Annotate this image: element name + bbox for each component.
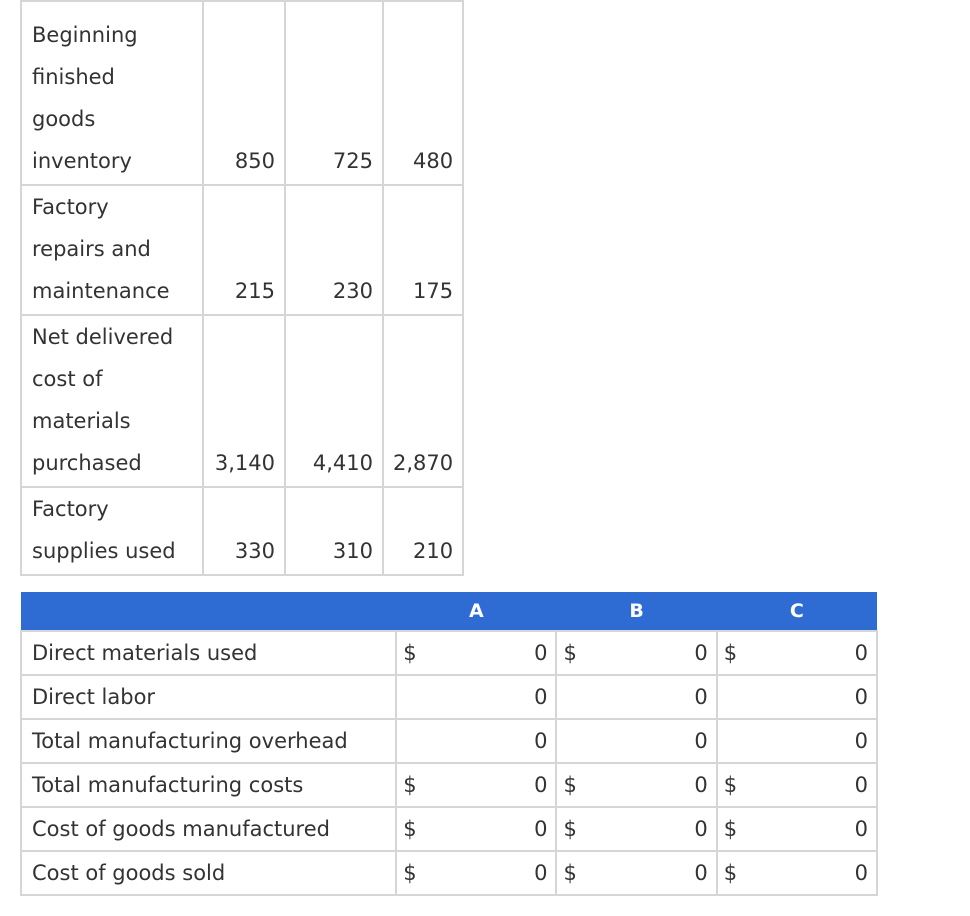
column-header-b: B bbox=[556, 592, 717, 631]
answer-cell[interactable]: 0 bbox=[748, 674, 878, 720]
answer-cell[interactable]: 0 bbox=[587, 674, 718, 720]
label-line: inventory bbox=[32, 149, 132, 173]
label-line: finished bbox=[32, 65, 115, 89]
table-row: Direct materials used $ 0 $ 0 $ 0 bbox=[19, 630, 878, 676]
dollar-sign: $ bbox=[715, 806, 749, 852]
value-cell: 215 bbox=[202, 184, 286, 316]
row-label: Total manufacturing overhead bbox=[19, 718, 398, 764]
answer-cell[interactable]: 0 bbox=[427, 762, 558, 808]
value-cell: 850 bbox=[202, 0, 286, 186]
table-row: Factory repairs and maintenance 215 230 … bbox=[20, 184, 465, 316]
dollar-sign bbox=[555, 718, 588, 764]
header-blank bbox=[21, 592, 397, 631]
value-cell: 330 bbox=[202, 486, 286, 576]
dollar-sign: $ bbox=[555, 806, 588, 852]
answer-table: A B C Direct materials used $ 0 $ 0 $ 0 … bbox=[19, 592, 878, 896]
answer-cell[interactable]: 0 bbox=[427, 718, 558, 764]
row-label: Net delivered cost of materials purchase… bbox=[20, 314, 204, 488]
table-row: Total manufacturing overhead 0 0 0 bbox=[19, 718, 878, 764]
column-header-a: A bbox=[396, 592, 557, 631]
row-label: Beginning finished goods inventory bbox=[20, 0, 204, 186]
dollar-sign bbox=[395, 674, 428, 720]
row-label: Cost of goods sold bbox=[19, 850, 398, 896]
answer-cell[interactable]: 0 bbox=[748, 762, 878, 808]
answer-cell[interactable]: 0 bbox=[748, 630, 878, 676]
table-row: Total manufacturing costs $ 0 $ 0 $ 0 bbox=[19, 762, 878, 808]
label-line: goods bbox=[32, 107, 96, 131]
answer-cell[interactable]: 0 bbox=[427, 674, 558, 720]
dollar-sign bbox=[555, 674, 588, 720]
column-header-c: C bbox=[716, 592, 877, 631]
value-cell: 3,140 bbox=[202, 314, 286, 488]
dollar-sign: $ bbox=[555, 630, 588, 676]
table-row: Beginning finished goods inventory 850 7… bbox=[20, 0, 465, 186]
dollar-sign: $ bbox=[715, 630, 749, 676]
dollar-sign bbox=[395, 718, 428, 764]
table-row: Factory supplies used 330 310 210 bbox=[20, 486, 465, 576]
label-line: materials bbox=[32, 409, 131, 433]
answer-cell[interactable]: 0 bbox=[748, 850, 878, 896]
dollar-sign: $ bbox=[395, 630, 428, 676]
dollar-sign bbox=[715, 674, 749, 720]
value-cell: 310 bbox=[284, 486, 384, 576]
row-label: Cost of goods manufactured bbox=[19, 806, 398, 852]
value-cell: 175 bbox=[381, 184, 465, 316]
dollar-sign: $ bbox=[395, 762, 428, 808]
answer-cell[interactable]: 0 bbox=[587, 850, 718, 896]
value-cell: 210 bbox=[381, 486, 465, 576]
label-line: Factory bbox=[32, 497, 109, 521]
answer-cell[interactable]: 0 bbox=[427, 630, 558, 676]
label-line: Net delivered bbox=[32, 325, 174, 349]
answer-cell[interactable]: 0 bbox=[587, 630, 718, 676]
answer-cell[interactable]: 0 bbox=[748, 806, 878, 852]
cost-data-table: Beginning finished goods inventory 850 7… bbox=[20, 0, 465, 576]
label-line: Factory bbox=[32, 195, 109, 219]
dollar-sign: $ bbox=[395, 806, 428, 852]
answer-cell[interactable]: 0 bbox=[587, 806, 718, 852]
dollar-sign: $ bbox=[715, 762, 749, 808]
dollar-sign: $ bbox=[555, 762, 588, 808]
row-label: Direct labor bbox=[19, 674, 398, 720]
value-cell: 480 bbox=[381, 0, 465, 186]
answer-cell[interactable]: 0 bbox=[427, 850, 558, 896]
answer-cell[interactable]: 0 bbox=[587, 762, 718, 808]
value-cell: 4,410 bbox=[284, 314, 384, 488]
row-label: Factory supplies used bbox=[20, 486, 204, 576]
answer-cell[interactable]: 0 bbox=[748, 718, 878, 764]
label-line: cost of bbox=[32, 367, 103, 391]
dollar-sign: $ bbox=[555, 850, 588, 896]
label-line: purchased bbox=[32, 451, 142, 475]
label-line: Beginning bbox=[32, 23, 138, 47]
label-line: repairs and bbox=[32, 237, 151, 261]
table-row: Net delivered cost of materials purchase… bbox=[20, 314, 465, 488]
row-label: Direct materials used bbox=[19, 630, 398, 676]
header-row: A B C bbox=[21, 592, 877, 631]
dollar-sign: $ bbox=[715, 850, 749, 896]
dollar-sign: $ bbox=[395, 850, 428, 896]
value-cell: 725 bbox=[284, 0, 384, 186]
row-label: Factory repairs and maintenance bbox=[20, 184, 204, 316]
table-row: Direct labor 0 0 0 bbox=[19, 674, 878, 720]
row-label: Total manufacturing costs bbox=[19, 762, 398, 808]
label-line: supplies used bbox=[32, 539, 176, 563]
answer-cell[interactable]: 0 bbox=[427, 806, 558, 852]
answer-cell[interactable]: 0 bbox=[587, 718, 718, 764]
label-line: maintenance bbox=[32, 279, 170, 303]
dollar-sign bbox=[715, 718, 749, 764]
table-row: Cost of goods manufactured $ 0 $ 0 $ 0 bbox=[19, 806, 878, 852]
value-cell: 230 bbox=[284, 184, 384, 316]
table-row: Cost of goods sold $ 0 $ 0 $ 0 bbox=[19, 850, 878, 896]
value-cell: 2,870 bbox=[381, 314, 465, 488]
